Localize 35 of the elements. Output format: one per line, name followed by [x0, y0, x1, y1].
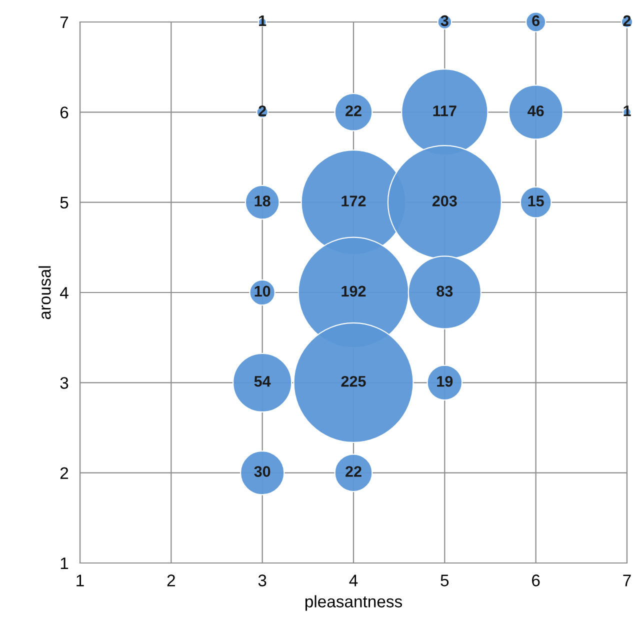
x-tick-label: 5	[440, 574, 449, 586]
data-label: 18	[254, 196, 270, 206]
data-label: 117	[433, 106, 456, 116]
y-tick-label: 1	[60, 558, 68, 570]
data-label: 22	[346, 105, 362, 116]
x-tick-label: 6	[532, 574, 540, 586]
data-label: 30	[254, 466, 270, 477]
data-label: 15	[528, 196, 544, 206]
data-label: 225	[341, 376, 366, 387]
data-label: 10	[254, 286, 270, 297]
data-label: 3	[440, 15, 448, 26]
y-tick-label: 2	[60, 467, 68, 479]
data-label: 46	[528, 105, 544, 116]
x-tick-label: 4	[349, 574, 358, 586]
data-label: 19	[437, 376, 453, 387]
x-tick-label: 7	[623, 574, 631, 586]
data-label: 54	[254, 376, 271, 387]
data-label: 83	[436, 286, 453, 297]
y-tick-label: 7	[60, 16, 68, 28]
x-tick-label: 3	[258, 574, 266, 586]
x-axis-title: pleasantness	[305, 595, 402, 611]
x-tick-label: 2	[167, 574, 175, 586]
data-label: 192	[342, 286, 366, 297]
data-label: 2	[623, 15, 631, 26]
y-axis-title: arousal	[38, 266, 51, 320]
data-label: 2	[258, 105, 266, 116]
y-tick-label: 4	[60, 287, 68, 299]
y-tick-label: 6	[60, 106, 68, 118]
data-label: 6	[532, 15, 540, 26]
data-label: 172	[342, 196, 366, 206]
data-label: 203	[432, 196, 457, 206]
x-tick-label: 1	[76, 574, 84, 586]
y-tick-label: 3	[60, 377, 68, 389]
y-tick-label: 5	[60, 196, 68, 209]
data-label: 22	[346, 466, 362, 477]
